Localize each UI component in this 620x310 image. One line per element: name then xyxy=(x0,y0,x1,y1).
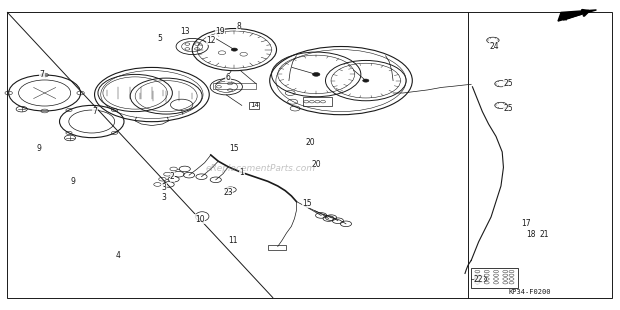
Text: 13: 13 xyxy=(180,26,190,36)
Text: 3: 3 xyxy=(162,183,167,192)
Text: 15: 15 xyxy=(302,198,312,208)
Text: 12: 12 xyxy=(206,36,216,45)
Bar xyxy=(213,83,256,89)
Text: KP34-F0200: KP34-F0200 xyxy=(509,289,551,295)
Bar xyxy=(471,268,518,288)
Text: 6: 6 xyxy=(226,73,231,82)
Text: eReplacementParts.com: eReplacementParts.com xyxy=(205,164,316,174)
Text: 1: 1 xyxy=(239,167,244,177)
Text: 7: 7 xyxy=(92,107,97,116)
Text: 19: 19 xyxy=(215,26,225,36)
Text: 9: 9 xyxy=(36,144,41,153)
Text: 20: 20 xyxy=(311,160,321,169)
Text: 22: 22 xyxy=(474,274,484,284)
Text: FR.: FR. xyxy=(563,11,575,22)
Text: 18: 18 xyxy=(526,229,536,239)
Text: 11: 11 xyxy=(228,236,237,245)
Text: 5: 5 xyxy=(157,34,162,43)
Text: 20: 20 xyxy=(305,138,315,147)
Text: 10: 10 xyxy=(195,215,205,224)
Bar xyxy=(268,245,286,250)
Text: 15: 15 xyxy=(229,144,239,153)
Text: 24: 24 xyxy=(489,42,499,51)
Text: 2: 2 xyxy=(170,172,175,181)
Circle shape xyxy=(231,48,237,51)
Circle shape xyxy=(363,79,369,82)
Text: 3: 3 xyxy=(162,193,167,202)
Text: 7: 7 xyxy=(40,70,45,79)
Text: 17: 17 xyxy=(521,219,531,228)
Text: 23: 23 xyxy=(223,188,233,197)
Text: 14: 14 xyxy=(250,102,259,108)
Polygon shape xyxy=(558,10,596,21)
Text: 4: 4 xyxy=(115,251,120,260)
Text: 8: 8 xyxy=(236,22,241,31)
Text: 21: 21 xyxy=(539,229,549,239)
Text: 25: 25 xyxy=(503,104,513,113)
Bar xyxy=(303,97,332,106)
Circle shape xyxy=(312,73,320,76)
Text: 25: 25 xyxy=(503,79,513,88)
Text: 9: 9 xyxy=(71,177,76,186)
